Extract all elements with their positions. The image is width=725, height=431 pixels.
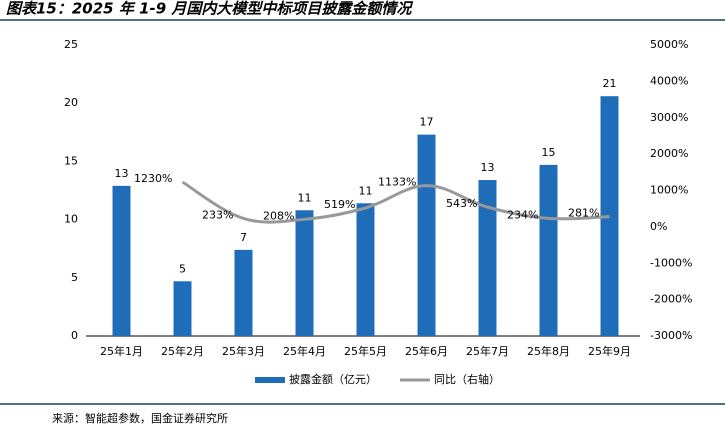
y2-tick-label: -2000%: [650, 293, 692, 306]
y-tick-label: 10: [64, 213, 78, 226]
bar: [112, 185, 131, 336]
line: [181, 180, 610, 224]
y2-tick-label: 1000%: [650, 184, 688, 197]
x-tick-label: 25年7月: [466, 344, 509, 358]
y-tick-label: 5: [71, 271, 78, 284]
line-value-label: 1133%: [378, 176, 416, 189]
y-tick-label: 20: [64, 96, 78, 109]
bar: [600, 96, 619, 336]
y2-tick-label: 5000%: [650, 38, 688, 51]
bar-value-label: 7: [240, 231, 247, 244]
y-tick-label: 25: [64, 38, 78, 51]
y-tick-label: 15: [64, 154, 78, 167]
y2-tick-label: 3000%: [650, 111, 688, 124]
line-value-label: 234%: [507, 208, 538, 221]
bar-value-label: 13: [115, 167, 129, 180]
x-tick-label: 25年8月: [527, 344, 570, 358]
bar-value-label: 13: [481, 161, 495, 174]
bar-value-label: 11: [298, 191, 312, 204]
bar: [539, 164, 558, 336]
line-value-label: 1230%: [134, 172, 172, 185]
legend-swatch: [255, 377, 285, 383]
x-tick-label: 25年4月: [283, 344, 326, 358]
bar: [417, 134, 436, 336]
bar-value-label: 11: [359, 184, 373, 197]
line-value-label: 519%: [324, 198, 355, 211]
bar-value-label: 17: [420, 116, 434, 129]
y2-tick-label: 2000%: [650, 147, 688, 160]
line-value-label: 208%: [263, 209, 294, 222]
x-tick-label: 25年6月: [405, 344, 448, 358]
bar: [295, 210, 314, 336]
y2-tick-label: 0%: [650, 220, 667, 233]
bar-value-label: 15: [542, 146, 556, 159]
line-value-label: 233%: [202, 208, 233, 221]
x-tick-label: 25年9月: [588, 344, 631, 358]
x-tick-label: 25年3月: [222, 344, 265, 358]
bar: [234, 249, 253, 336]
line-value-label: 543%: [446, 197, 477, 210]
bar-value-label: 21: [603, 77, 617, 90]
y2-tick-label: -1000%: [650, 256, 692, 269]
bar: [173, 281, 192, 336]
bar: [478, 180, 497, 336]
y2-tick-label: -3000%: [650, 329, 692, 342]
y2-tick-label: 4000%: [650, 74, 688, 87]
line-value-label: 281%: [568, 207, 599, 220]
legend-label: 同比（右轴）: [434, 372, 500, 386]
y-tick-label: 0: [71, 329, 78, 342]
x-tick-label: 25年5月: [344, 344, 387, 358]
chart-title: 图表15：2025 年 1-9 月国内大模型中标项目披露金额情况: [6, 0, 413, 18]
bar-value-label: 5: [179, 262, 186, 275]
source: 来源：智能超参数，国金证券研究所: [52, 411, 228, 425]
legend-label: 披露金额（亿元）: [289, 372, 377, 386]
bar: [356, 203, 375, 336]
x-tick-label: 25年2月: [161, 344, 204, 358]
x-tick-label: 25年1月: [100, 344, 143, 358]
